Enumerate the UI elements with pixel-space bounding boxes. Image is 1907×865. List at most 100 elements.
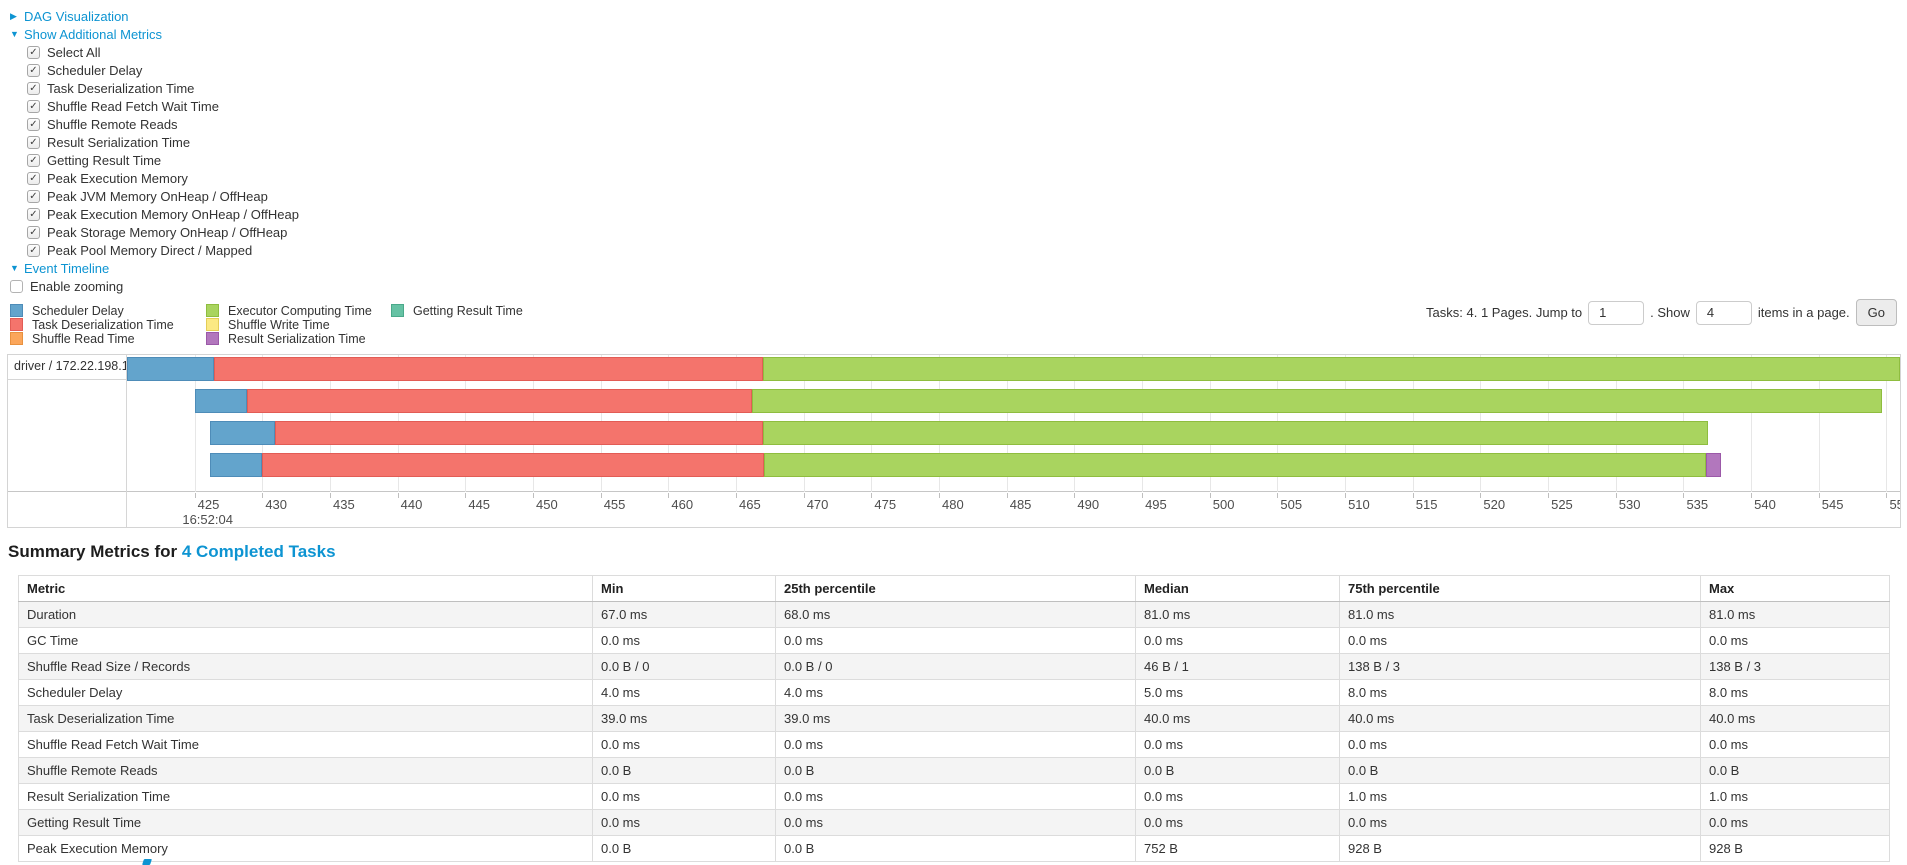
tick-label: 460 <box>671 497 694 512</box>
table-cell: 0.0 ms <box>1339 809 1701 836</box>
metric-checkbox[interactable]: ✓ <box>27 189 40 203</box>
metric-checkbox-row: ✓ Scheduler Delay <box>27 61 1907 79</box>
metric-checkbox[interactable]: ✓ <box>27 63 40 77</box>
metric-checkbox[interactable]: ✓ <box>27 117 40 131</box>
metric-checkbox[interactable]: ✓ <box>27 207 40 221</box>
table-cell: 0.0 B <box>1135 757 1340 784</box>
task-bar-segment-task_deserialization[interactable] <box>247 389 753 413</box>
table-cell: Scheduler Delay <box>18 679 593 706</box>
legend-item: Getting Result Time <box>391 304 523 318</box>
tick-mark <box>1006 493 1008 498</box>
table-cell: 0.0 ms <box>1135 809 1340 836</box>
legend-label: Getting Result Time <box>413 303 523 318</box>
legend-label: Task Deserialization Time <box>32 317 174 332</box>
table-cell: 0.0 ms <box>775 809 1136 836</box>
items-per-page-input[interactable] <box>1695 300 1752 325</box>
table-cell: 0.0 ms <box>592 731 776 758</box>
legend-item: Shuffle Write Time <box>206 318 391 332</box>
tick-label: 455 <box>603 497 626 512</box>
go-button[interactable]: Go <box>1855 299 1897 326</box>
tick-label: 510 <box>1348 497 1370 512</box>
metric-checkbox[interactable]: ✓ <box>27 45 40 59</box>
table-cell: 138 B / 3 <box>1700 653 1890 680</box>
task-bar-segment-scheduler_delay[interactable] <box>209 453 263 477</box>
tick-label: 465 <box>739 497 761 512</box>
table-cell: 0.0 ms <box>1135 627 1340 654</box>
metric-checkbox-row: ✓ Peak JVM Memory OnHeap / OffHeap <box>27 187 1907 205</box>
table-cell: 40.0 ms <box>1339 705 1701 732</box>
dag-visualization-toggle[interactable]: ▶ DAG Visualization <box>10 7 1907 25</box>
gridline <box>1818 355 1820 492</box>
label-column-divider <box>126 355 127 527</box>
table-cell: 0.0 ms <box>1700 809 1890 836</box>
tick-mark <box>1615 493 1617 498</box>
task-bar-segment-task_deserialization[interactable] <box>213 357 764 381</box>
task-bar-segment-executor_computing[interactable] <box>763 357 1900 381</box>
table-cell: 0.0 ms <box>1700 627 1890 654</box>
task-bar-segment-task_deserialization[interactable] <box>262 453 765 477</box>
metric-checkbox-label: Task Deserialization Time <box>47 80 195 96</box>
tick-label: 490 <box>1077 497 1100 512</box>
legend-label: Shuffle Write Time <box>228 317 330 332</box>
tick-label: 535 <box>1686 497 1709 512</box>
metric-checkbox[interactable]: ✓ <box>27 171 40 185</box>
event-timeline-toggle[interactable]: ▼ Event Timeline <box>10 259 1907 277</box>
metric-checkbox-label: Peak JVM Memory OnHeap / OffHeap <box>47 188 268 204</box>
table-cell: 81.0 ms <box>1135 601 1340 628</box>
metric-checkbox[interactable]: ✓ <box>27 243 40 257</box>
metric-checkbox[interactable]: ✓ <box>27 135 40 149</box>
metric-checkbox-label: Peak Storage Memory OnHeap / OffHeap <box>47 224 288 240</box>
task-bar-segment-scheduler_delay[interactable] <box>194 389 248 413</box>
axis-time-label: 16:52:04 <box>182 512 233 527</box>
enable-zooming-checkbox[interactable] <box>10 279 23 293</box>
tick-mark <box>1345 493 1347 498</box>
table-cell: 46 B / 1 <box>1135 653 1340 680</box>
table-row: Shuffle Remote Reads 0.0 B 0.0 B 0.0 B 0.0 B… <box>18 757 1890 784</box>
task-bar-segment-executor_computing[interactable] <box>763 421 1708 445</box>
table-cell: 4.0 ms <box>775 679 1136 706</box>
tick-mark <box>1412 493 1414 498</box>
table-row: Scheduler Delay 4.0 ms 4.0 ms 5.0 ms 8.0 ms 8… <box>18 679 1890 706</box>
table-row: Getting Result Time 0.0 ms 0.0 ms 0.0 ms 0.0… <box>18 809 1890 836</box>
metric-checkbox-label: Select All <box>47 44 101 60</box>
legend-swatch-getting_result <box>391 304 404 318</box>
completed-tasks-link[interactable]: 4 Completed Tasks <box>181 542 336 561</box>
table-cell: 68.0 ms <box>775 601 1136 628</box>
table-cell: GC Time <box>18 627 593 654</box>
table-cell: 0.0 B <box>775 757 1136 784</box>
metric-checkbox-label: Scheduler Delay <box>47 62 143 78</box>
task-bar-segment-scheduler_delay[interactable] <box>127 357 214 381</box>
table-cell: 0.0 ms <box>592 783 776 810</box>
legend-item: Task Deserialization Time <box>10 318 206 332</box>
task-bar-segment-task_deserialization[interactable] <box>274 421 764 445</box>
table-cell: 39.0 ms <box>775 705 1136 732</box>
stage-page-controls: ▶ DAG Visualization ▼ Show Additional Me… <box>0 0 1907 295</box>
metric-checkbox[interactable]: ✓ <box>27 225 40 239</box>
tick-label: 525 <box>1551 497 1573 512</box>
table-cell: 40.0 ms <box>1135 705 1340 732</box>
task-bar-segment-result_serialization[interactable] <box>1706 453 1722 477</box>
pagination-suffix-text: items in a page. <box>1757 305 1850 320</box>
table-cell: 81.0 ms <box>1700 601 1890 628</box>
jump-to-page-input[interactable] <box>1588 300 1645 325</box>
task-bar-segment-executor_computing[interactable] <box>752 389 1883 413</box>
tick-mark <box>600 493 602 498</box>
timeline-plot <box>127 355 1900 492</box>
metric-checkbox-row: ✓ Peak Storage Memory OnHeap / OffHeap <box>27 223 1907 241</box>
metric-checkbox[interactable]: ✓ <box>27 81 40 95</box>
metric-checkbox[interactable]: ✓ <box>27 99 40 113</box>
task-bar-segment-scheduler_delay[interactable] <box>209 421 275 445</box>
show-additional-metrics-toggle[interactable]: ▼ Show Additional Metrics <box>10 25 1907 43</box>
tick-label: 445 <box>468 497 491 512</box>
metric-checkbox-label: Result Serialization Time <box>47 134 191 150</box>
summary-metrics-table: Metric Min 25th percentile Median 75th perce… <box>18 575 1890 862</box>
tick-label: 475 <box>874 497 897 512</box>
tick-mark <box>803 493 805 498</box>
table-cell: Duration <box>18 601 593 628</box>
tick-label: 540 <box>1754 497 1776 512</box>
tick-label: 495 <box>1145 497 1167 512</box>
metric-checkbox[interactable]: ✓ <box>27 153 40 167</box>
task-bar-segment-executor_computing[interactable] <box>764 453 1707 477</box>
timeline-axis: 425 430 435 440 445 450 455 460 465 470 475 480 485 4… <box>127 493 1900 527</box>
table-cell: 0.0 B <box>592 835 776 862</box>
